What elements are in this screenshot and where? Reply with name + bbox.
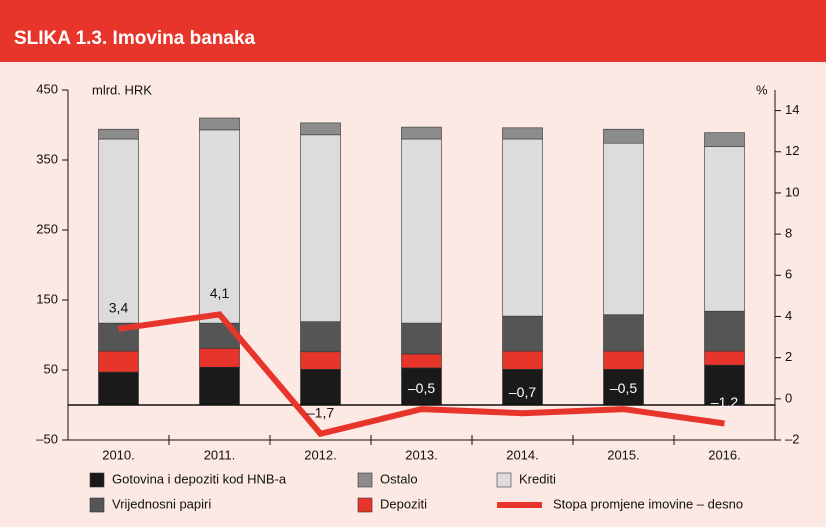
y2-tick-label: –2 — [785, 431, 799, 446]
y-tick-label: –50 — [36, 431, 58, 446]
y2-tick-label: 10 — [785, 184, 799, 199]
chart-title: SLIKA 1.3. Imovina banaka — [14, 28, 256, 49]
legend-label: Gotovina i depoziti kod HNB-a — [112, 471, 287, 486]
y-tick-label: 150 — [36, 291, 58, 306]
x-tick-label: 2010. — [102, 447, 135, 462]
y2-tick-label: 6 — [785, 267, 792, 282]
bar-segment — [704, 132, 745, 147]
data-label: –0,7 — [509, 384, 536, 400]
bar-segment — [603, 128, 644, 144]
bar-segment — [199, 347, 240, 368]
y2-tick-label: 0 — [785, 390, 792, 405]
y-tick-label: 50 — [44, 361, 58, 376]
bar-segment — [300, 351, 341, 370]
bar-segment — [502, 138, 543, 317]
legend-swatch — [89, 472, 105, 488]
header — [0, 0, 826, 62]
bar-segment — [401, 322, 442, 355]
y-tick-label: 250 — [36, 221, 58, 236]
y2-tick-label: 2 — [785, 349, 792, 364]
bar-segment — [300, 134, 341, 322]
bar-segment — [704, 364, 745, 406]
bar-segment — [98, 138, 139, 324]
data-label: –1,7 — [307, 405, 334, 421]
bar-segment — [300, 368, 341, 406]
x-tick-label: 2015. — [607, 447, 640, 462]
legend-label: Depoziti — [380, 496, 427, 511]
y2-tick-label: 14 — [785, 102, 799, 117]
line-series — [118, 311, 725, 438]
x-tick-label: 2013. — [405, 447, 438, 462]
bar-segment — [98, 128, 139, 140]
y-axis-label: mlrd. HRK — [92, 82, 152, 97]
legend-label: Stopa promjene imovine – desno — [553, 496, 743, 511]
legend-swatch — [357, 497, 373, 513]
bar-segment — [704, 310, 745, 352]
bar-segment — [401, 138, 442, 324]
y2-tick-label: 4 — [785, 308, 792, 323]
legend-label: Ostalo — [380, 471, 418, 486]
y2-tick-label: 12 — [785, 143, 799, 158]
data-label: –1,2 — [711, 394, 738, 410]
data-label: 3,4 — [109, 300, 129, 316]
bar-segment — [300, 122, 341, 136]
bar-segment — [603, 142, 644, 315]
bar-segment — [98, 371, 139, 406]
bar-segment — [603, 350, 644, 370]
y2-tick-label: 8 — [785, 226, 792, 241]
data-label: 4,1 — [210, 285, 230, 301]
x-tick-label: 2011. — [204, 447, 236, 462]
legend-swatch — [357, 472, 373, 488]
data-label: –0,5 — [610, 380, 637, 396]
y-tick-label: 450 — [36, 81, 58, 96]
legend-swatch — [496, 472, 512, 488]
bar-segment — [502, 350, 543, 370]
y-tick-label: 350 — [36, 151, 58, 166]
bar-segment — [704, 350, 745, 366]
bar-segment — [300, 321, 341, 353]
bar-segment — [401, 353, 442, 369]
bar-segment — [199, 129, 240, 324]
bar-segment — [401, 126, 442, 140]
bar-segment — [502, 368, 543, 406]
bar-segment — [199, 117, 240, 131]
x-tick-label: 2014. — [506, 447, 539, 462]
legend-swatch — [89, 497, 105, 513]
legend-label: Vrijednosni papiri — [112, 496, 211, 511]
bar-segment — [603, 314, 644, 352]
y2-axis-label: % — [756, 82, 768, 97]
x-tick-label: 2016. — [708, 447, 741, 462]
bar-segment — [98, 350, 139, 373]
data-label: –0,5 — [408, 380, 435, 396]
legend-label: Krediti — [519, 471, 556, 486]
bar-segment — [199, 366, 240, 406]
x-tick-label: 2012. — [304, 447, 337, 462]
bar-segment — [704, 146, 745, 312]
bar-segment — [502, 127, 543, 140]
bar-segment — [502, 315, 543, 352]
